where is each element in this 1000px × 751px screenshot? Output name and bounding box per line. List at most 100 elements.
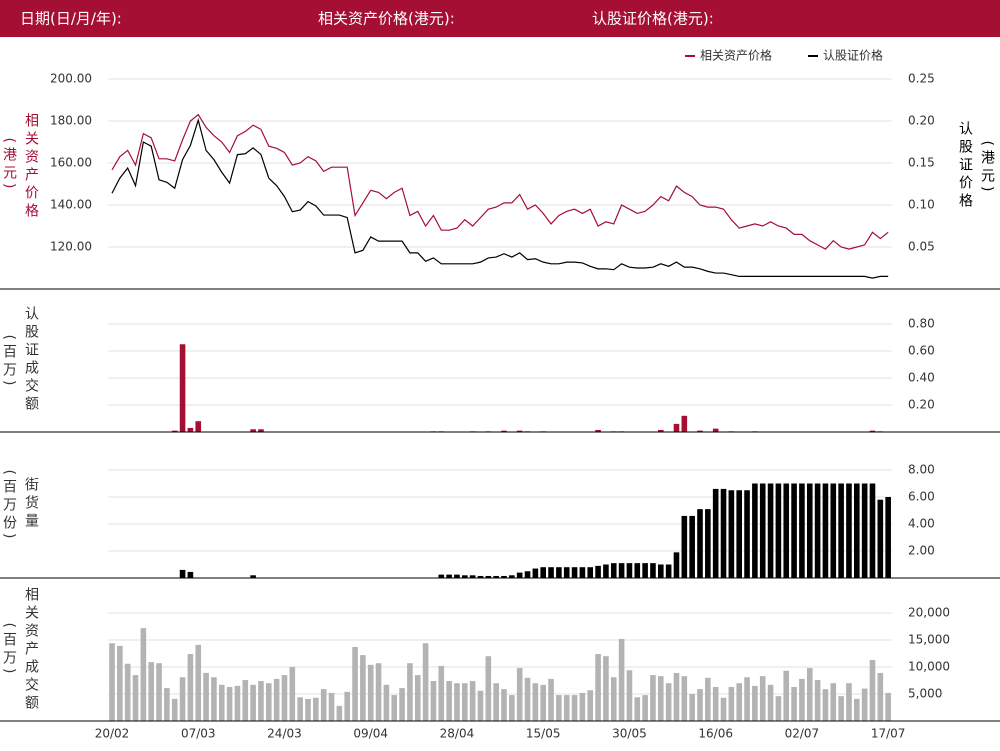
bar	[203, 672, 209, 721]
bar	[736, 683, 742, 721]
bar	[705, 509, 711, 578]
bar	[407, 663, 413, 721]
series-line	[111, 117, 889, 279]
bar	[563, 567, 570, 578]
y-tick-label: 2.00	[908, 544, 935, 558]
bar	[548, 678, 554, 721]
bar	[258, 429, 264, 432]
underlying-label: 相关资产价格(港元):	[318, 10, 455, 28]
bar	[595, 654, 601, 721]
y-tick-label: 5,000	[908, 687, 942, 701]
bar	[752, 685, 758, 721]
y-axis-unit: (百万份)	[1, 470, 17, 543]
bar	[187, 654, 194, 721]
bar	[171, 430, 178, 432]
bar	[579, 692, 586, 721]
y-tick-label: 10,000	[908, 660, 950, 674]
bar	[712, 488, 719, 578]
bar	[266, 683, 272, 721]
bar	[446, 574, 452, 578]
y-tick-label: 0.80	[908, 317, 935, 331]
bar	[187, 427, 194, 432]
y-tick-label: 15,000	[908, 633, 950, 647]
bar	[109, 643, 115, 721]
y2-axis-unit: (港元)	[979, 141, 995, 196]
bar	[799, 678, 805, 721]
bar	[383, 684, 390, 721]
bar	[728, 490, 735, 578]
bar	[869, 430, 876, 432]
bar	[556, 567, 562, 578]
bar	[532, 568, 539, 578]
series-line	[111, 113, 889, 250]
bar	[610, 677, 617, 721]
bar	[179, 344, 186, 432]
bar	[673, 423, 680, 432]
bar	[665, 564, 672, 578]
bar	[226, 686, 233, 721]
bar	[885, 692, 891, 721]
bar	[477, 690, 484, 721]
bar	[759, 483, 766, 578]
bar	[783, 483, 790, 578]
x-tick-label: 09/04	[353, 727, 388, 741]
bar	[540, 567, 546, 578]
bar	[618, 563, 625, 578]
bar	[744, 490, 750, 578]
bar	[728, 686, 735, 721]
bar	[697, 509, 703, 578]
bar	[838, 696, 844, 721]
bar	[689, 515, 695, 578]
bar	[650, 675, 656, 721]
y-tick-label: 180.00	[50, 114, 92, 128]
bar	[164, 688, 170, 721]
bar	[250, 684, 256, 721]
bar	[563, 695, 570, 721]
bar	[626, 670, 633, 721]
bar	[642, 695, 648, 721]
bar	[132, 675, 139, 721]
bar	[469, 681, 476, 721]
bar	[869, 483, 876, 578]
bar	[618, 638, 625, 721]
y-tick-label: 120.00	[50, 240, 92, 254]
y-tick-label: 160.00	[50, 156, 92, 170]
bar	[861, 483, 868, 578]
bar	[124, 663, 131, 721]
bar	[313, 697, 319, 721]
bar	[195, 421, 202, 432]
bar	[281, 675, 288, 721]
y-axis-label: 相关资产成交额	[23, 587, 39, 713]
bar	[344, 691, 350, 721]
legend-label: 认股证价格	[823, 48, 883, 63]
bar	[673, 552, 680, 578]
bar	[697, 689, 703, 721]
bar	[767, 684, 774, 721]
bar	[658, 676, 664, 721]
bar	[556, 695, 562, 721]
bar	[775, 696, 782, 721]
bar	[375, 663, 382, 721]
bar	[509, 695, 515, 721]
date-label: 日期(日/月/年):	[20, 10, 122, 28]
bar	[681, 415, 688, 432]
bar	[877, 672, 884, 721]
bar	[799, 483, 805, 578]
y2-tick-label: 0.05	[908, 240, 935, 254]
bar	[218, 684, 225, 721]
bar	[846, 683, 852, 721]
bar	[117, 645, 123, 721]
bar	[759, 676, 766, 721]
bar	[305, 698, 311, 721]
y-tick-label: 4.00	[908, 517, 935, 531]
bar	[814, 483, 821, 578]
bar	[171, 698, 178, 721]
bar	[532, 683, 539, 721]
bar	[187, 571, 194, 578]
y2-axis-label: 认股证价格	[957, 121, 973, 211]
bar	[830, 683, 837, 721]
y2-tick-label: 0.20	[908, 114, 935, 128]
y-tick-label: 0.60	[908, 344, 935, 358]
bar	[454, 574, 460, 578]
bar	[673, 672, 680, 721]
